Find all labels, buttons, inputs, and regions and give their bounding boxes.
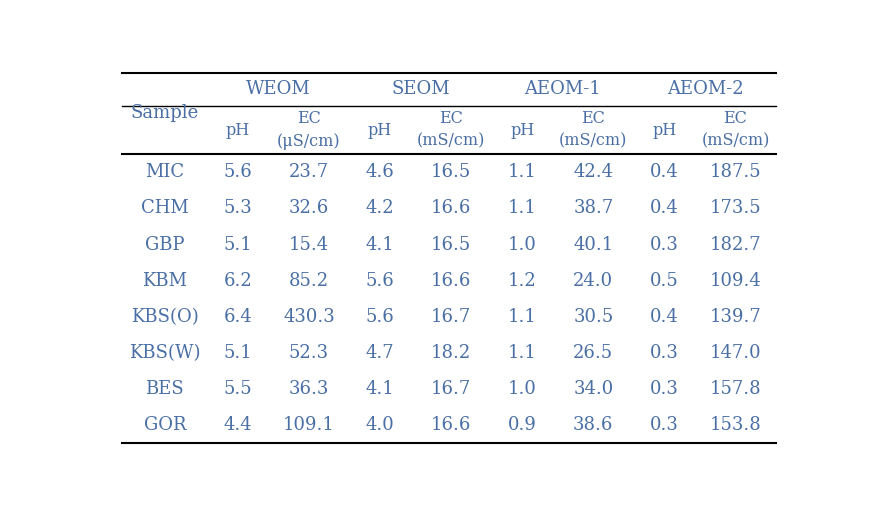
Text: 32.6: 32.6	[289, 199, 328, 218]
Text: 1.0: 1.0	[507, 380, 536, 398]
Text: 4.1: 4.1	[365, 236, 394, 254]
Text: 38.7: 38.7	[573, 199, 613, 218]
Text: 1.0: 1.0	[507, 236, 536, 254]
Text: 16.6: 16.6	[430, 416, 471, 434]
Text: 5.3: 5.3	[223, 199, 252, 218]
Text: 0.3: 0.3	[649, 380, 678, 398]
Text: KBM: KBM	[143, 272, 187, 289]
Text: BES: BES	[145, 380, 184, 398]
Text: WEOM: WEOM	[246, 80, 310, 98]
Text: MIC: MIC	[145, 163, 184, 181]
Text: 5.5: 5.5	[223, 380, 252, 398]
Text: KBS(W): KBS(W)	[129, 344, 201, 362]
Text: pH: pH	[368, 122, 392, 138]
Text: 0.3: 0.3	[649, 236, 678, 254]
Text: GBP: GBP	[145, 236, 184, 254]
Text: 16.6: 16.6	[430, 272, 471, 289]
Text: 0.4: 0.4	[649, 308, 678, 326]
Text: 139.7: 139.7	[709, 308, 760, 326]
Text: 153.8: 153.8	[709, 416, 760, 434]
Text: 187.5: 187.5	[709, 163, 760, 181]
Text: 0.4: 0.4	[649, 199, 678, 218]
Text: 4.7: 4.7	[365, 344, 394, 362]
Text: 4.4: 4.4	[223, 416, 252, 434]
Text: EC
(mS/cm): EC (mS/cm)	[559, 111, 627, 150]
Text: 1.1: 1.1	[507, 199, 536, 218]
Text: 173.5: 173.5	[709, 199, 760, 218]
Text: 16.7: 16.7	[430, 380, 471, 398]
Text: 5.1: 5.1	[223, 236, 252, 254]
Text: Sample: Sample	[130, 104, 199, 122]
Text: 182.7: 182.7	[709, 236, 760, 254]
Text: 38.6: 38.6	[573, 416, 613, 434]
Text: 5.6: 5.6	[223, 163, 252, 181]
Text: 109.4: 109.4	[709, 272, 760, 289]
Text: 4.1: 4.1	[365, 380, 394, 398]
Text: KBS(O): KBS(O)	[131, 308, 198, 326]
Text: 26.5: 26.5	[573, 344, 613, 362]
Text: 85.2: 85.2	[289, 272, 328, 289]
Text: 0.9: 0.9	[507, 416, 536, 434]
Text: 4.6: 4.6	[365, 163, 394, 181]
Text: 52.3: 52.3	[289, 344, 328, 362]
Text: 36.3: 36.3	[289, 380, 328, 398]
Text: AEOM-2: AEOM-2	[666, 80, 743, 98]
Text: SEOM: SEOM	[391, 80, 449, 98]
Text: 15.4: 15.4	[289, 236, 328, 254]
Text: 16.6: 16.6	[430, 199, 471, 218]
Text: 34.0: 34.0	[573, 380, 613, 398]
Text: 30.5: 30.5	[573, 308, 613, 326]
Text: EC
(mS/cm): EC (mS/cm)	[700, 111, 769, 150]
Text: 1.1: 1.1	[507, 344, 536, 362]
Text: 1.1: 1.1	[507, 163, 536, 181]
Text: 6.4: 6.4	[223, 308, 252, 326]
Text: pH: pH	[509, 122, 534, 138]
Text: 0.5: 0.5	[649, 272, 678, 289]
Text: EC
(mS/cm): EC (mS/cm)	[416, 111, 485, 150]
Text: AEOM-1: AEOM-1	[524, 80, 600, 98]
Text: GOR: GOR	[143, 416, 186, 434]
Text: CHM: CHM	[141, 199, 189, 218]
Text: EC
(μS/cm): EC (μS/cm)	[276, 111, 341, 150]
Text: 16.7: 16.7	[430, 308, 471, 326]
Text: 23.7: 23.7	[289, 163, 328, 181]
Text: 42.4: 42.4	[573, 163, 613, 181]
Text: 0.3: 0.3	[649, 344, 678, 362]
Text: 16.5: 16.5	[430, 236, 471, 254]
Text: 0.3: 0.3	[649, 416, 678, 434]
Text: pH: pH	[225, 122, 249, 138]
Text: pH: pH	[652, 122, 676, 138]
Text: 109.1: 109.1	[282, 416, 335, 434]
Text: 1.1: 1.1	[507, 308, 536, 326]
Text: 430.3: 430.3	[282, 308, 335, 326]
Text: 157.8: 157.8	[709, 380, 760, 398]
Text: 1.2: 1.2	[507, 272, 536, 289]
Text: 147.0: 147.0	[709, 344, 760, 362]
Text: 18.2: 18.2	[430, 344, 471, 362]
Text: 6.2: 6.2	[223, 272, 252, 289]
Text: 0.4: 0.4	[649, 163, 678, 181]
Text: 5.6: 5.6	[365, 308, 394, 326]
Text: 40.1: 40.1	[573, 236, 613, 254]
Text: 24.0: 24.0	[573, 272, 613, 289]
Text: 4.2: 4.2	[365, 199, 394, 218]
Text: 5.6: 5.6	[365, 272, 394, 289]
Text: 5.1: 5.1	[223, 344, 252, 362]
Text: 16.5: 16.5	[430, 163, 471, 181]
Text: 4.0: 4.0	[365, 416, 394, 434]
